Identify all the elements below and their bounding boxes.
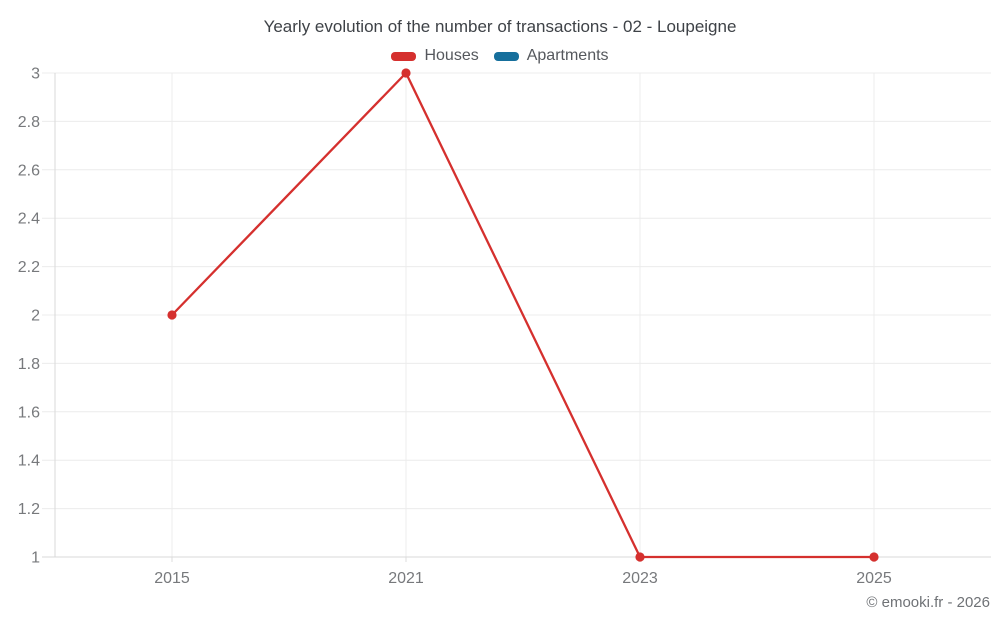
y-tick-label: 2.2 (18, 259, 40, 276)
houses-data-point[interactable] (401, 68, 411, 78)
x-tick-label: 2015 (154, 570, 190, 587)
houses-data-point[interactable] (167, 310, 177, 320)
houses-data-point[interactable] (869, 552, 879, 562)
x-tick-label: 2025 (856, 570, 892, 587)
legend-label-apartments: Apartments (526, 47, 609, 64)
chart-title: Yearly evolution of the number of transa… (263, 17, 737, 36)
y-tick-label: 2 (31, 308, 40, 325)
houses-data-point[interactable] (635, 552, 645, 562)
line-chart-canvas[interactable]: 2015 2021 2023 2025 1 1.2 1.4 1.6 1.8 2 2.2 2.4 2.6 2… (0, 0, 1000, 600)
legend-item-apartments[interactable]: Apartments (493, 47, 609, 65)
apartments-legend-swatch-icon (493, 51, 519, 61)
y-tick-label: 1.4 (18, 453, 40, 470)
y-tick-label: 1.6 (18, 404, 40, 421)
houses-series-line (170, 71, 876, 559)
legend-item-houses[interactable]: Houses (391, 47, 479, 65)
x-tick-label: 2021 (388, 570, 424, 587)
legend-label-houses: Houses (424, 47, 479, 64)
legend: Houses Apartments (0, 46, 1000, 66)
y-tick-label: 2.6 (18, 162, 40, 179)
y-tick-label: 1.8 (18, 356, 40, 373)
y-tick-label: 2.8 (18, 114, 40, 131)
watermark: © emooki.fr - 2026 (866, 594, 990, 611)
houses-legend-swatch-icon (391, 51, 417, 61)
x-tick-label: 2023 (622, 570, 658, 587)
y-tick-label: 1.2 (18, 501, 40, 518)
y-tick-label: 1 (31, 550, 40, 567)
y-tick-label: 2.4 (18, 211, 40, 228)
y-tick-label: 3 (31, 66, 40, 83)
